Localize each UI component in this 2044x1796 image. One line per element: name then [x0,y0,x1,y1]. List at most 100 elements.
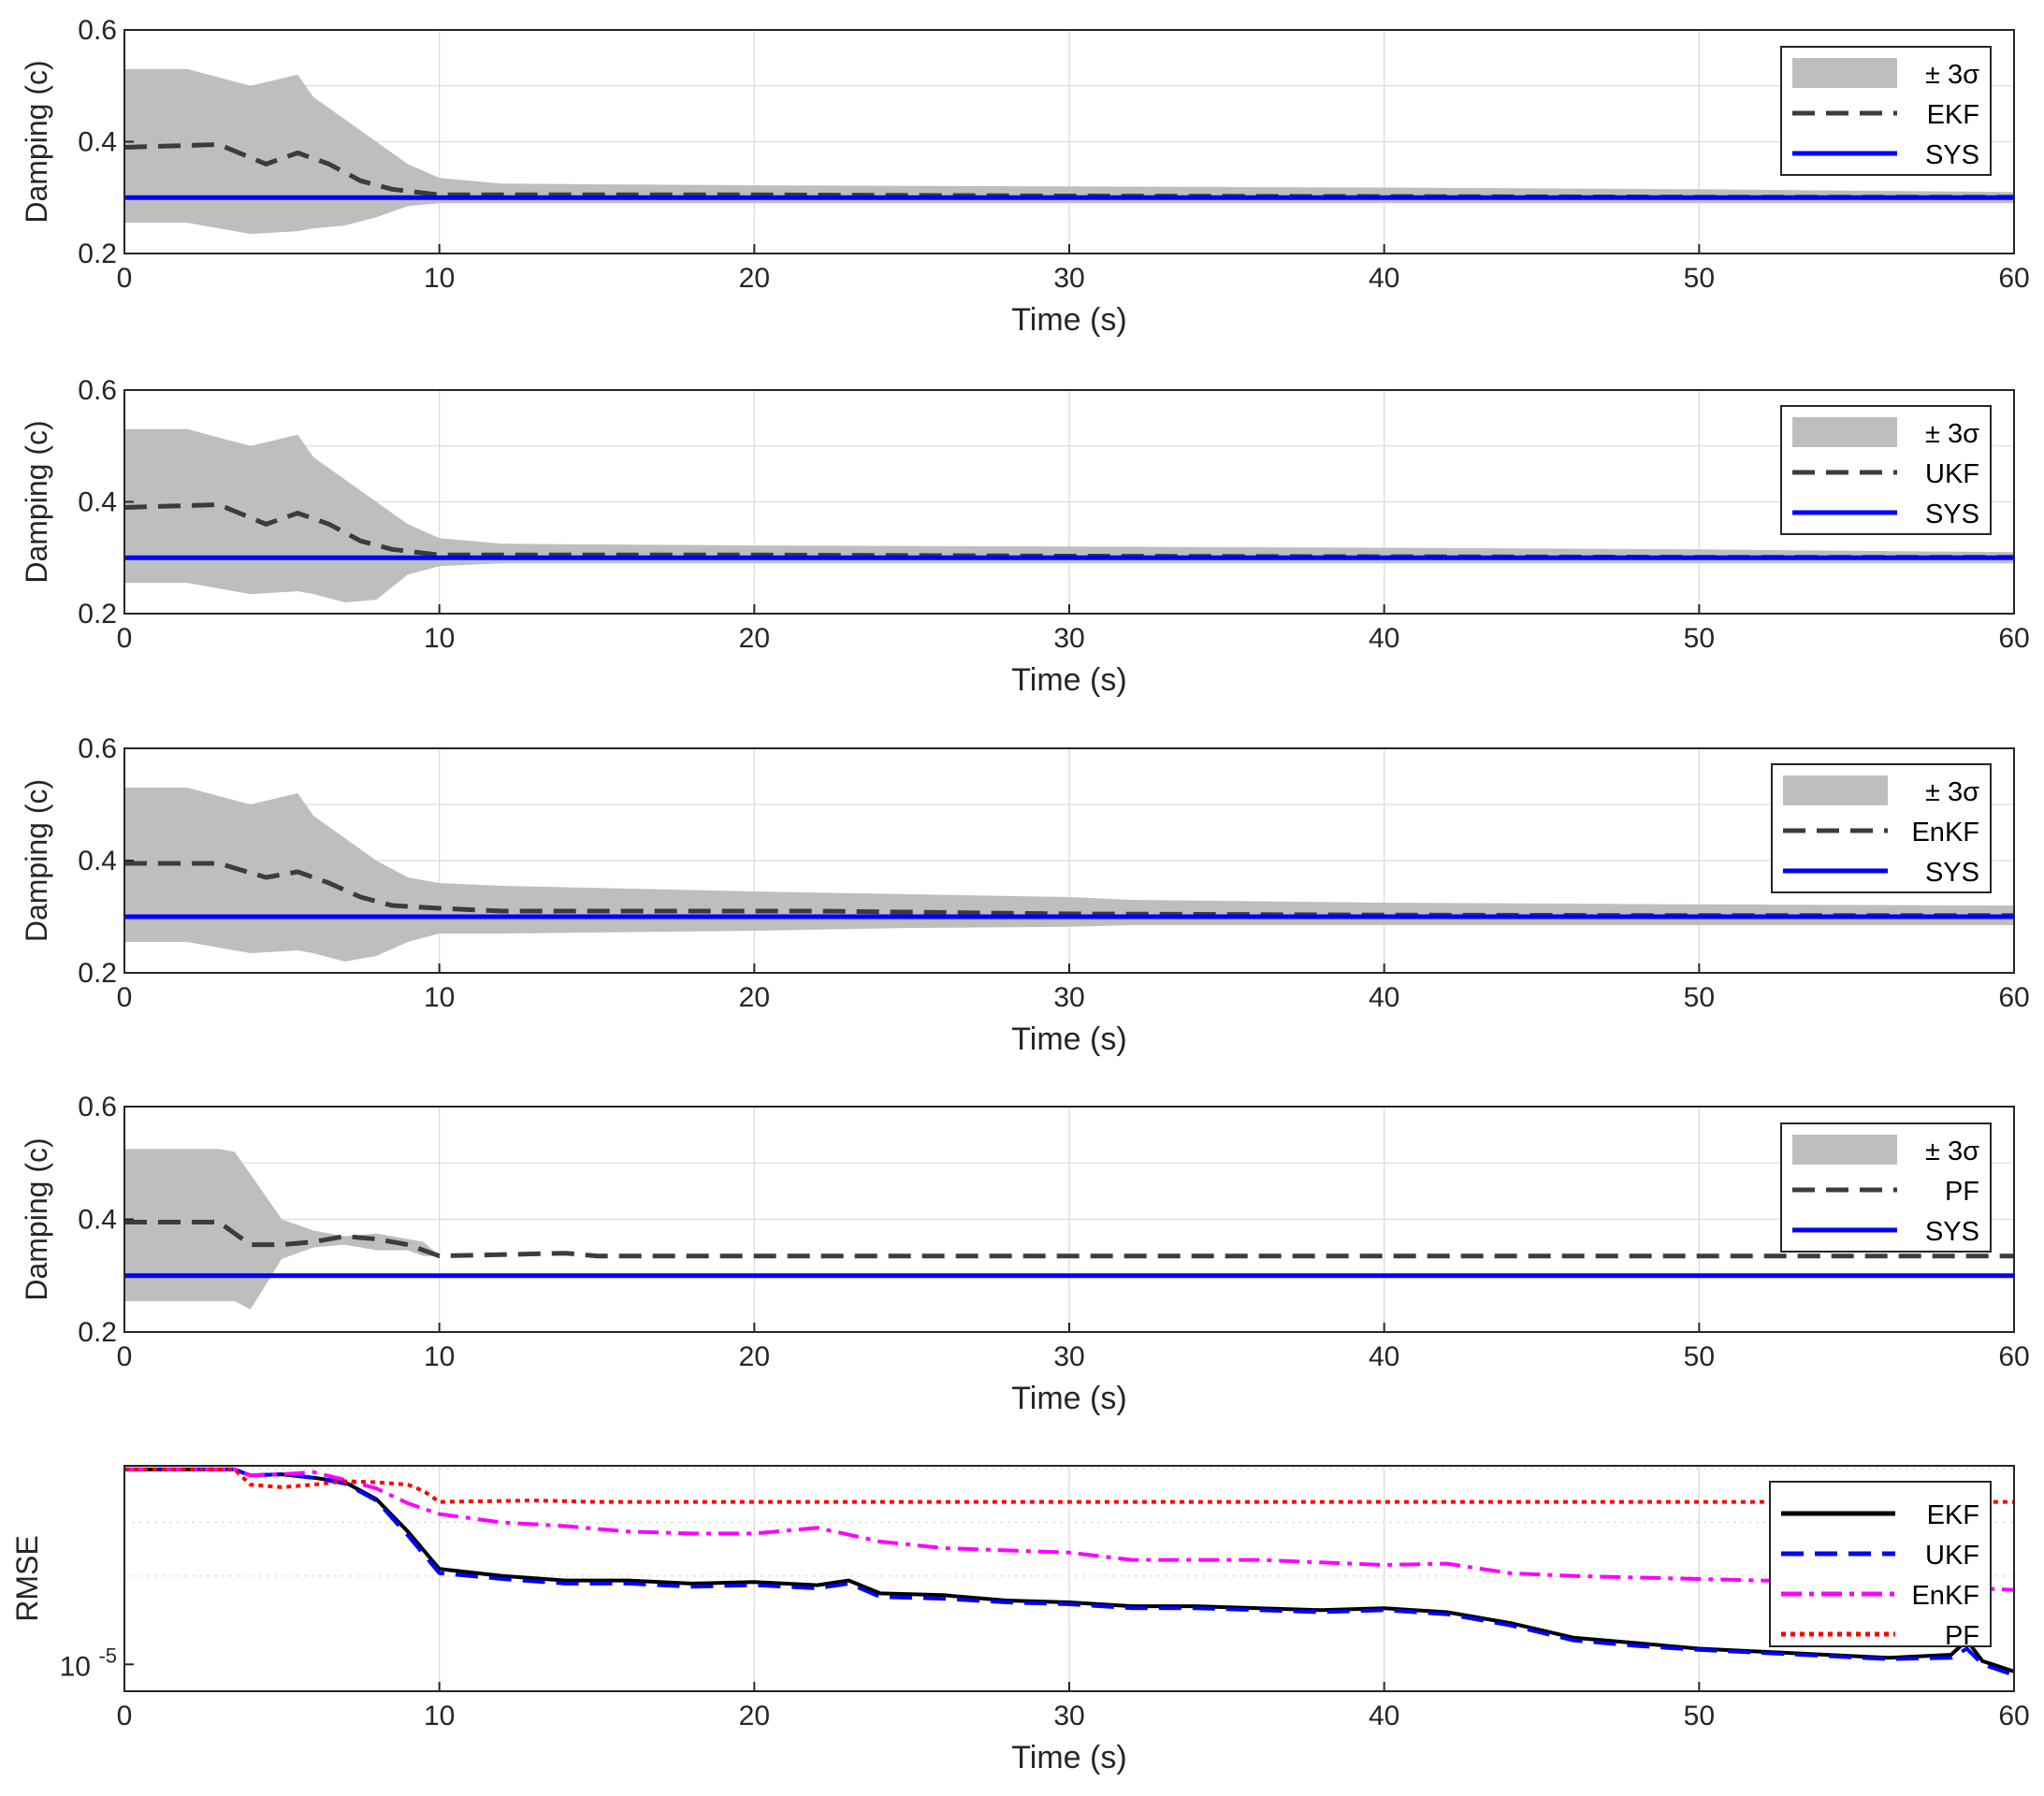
x-tick-label: 10 [424,982,455,1013]
panel-1: 0 10 20 30 40 50 60 Time (s) 0.2 0.4 0.6 Damping (c… [20,15,2030,338]
x-tick-label: 50 [1684,1701,1715,1731]
x-tick-label: 0 [117,263,133,294]
x-tick-label: 30 [1053,1701,1084,1731]
y-tick-label: 0.6 [78,1092,117,1122]
x-tick-label: 40 [1369,982,1399,1013]
legend-label: SYS [1925,1217,1979,1247]
plot-area [124,428,2014,602]
x-tick-label: 20 [739,1701,770,1731]
legend-swatch-band [1783,775,1888,805]
x-tick-label: 40 [1369,1341,1399,1372]
plot-area [124,788,2014,962]
y-tick-label: 0.4 [78,487,117,518]
legend-label: ± 3σ [1925,419,1979,449]
legend-label: UKF [1925,459,1979,489]
grid [124,390,2014,614]
y-tick-label: 0.4 [78,127,117,158]
grid [124,1107,2014,1332]
plot-area [124,68,2014,235]
x-tick-label: 50 [1684,623,1715,654]
legend-label: PF [1945,1177,1979,1207]
x-tick-label: 20 [739,263,770,294]
legend-label: ± 3σ [1925,777,1979,807]
y-tick-label: 0.2 [78,1317,117,1348]
x-tick-label: 0 [117,982,133,1013]
y-axis-label: Damping (c) [20,1137,53,1300]
y-tick-label: 0.6 [78,15,117,46]
x-tick-label: 60 [1998,982,2029,1013]
series-pf [124,1220,2014,1259]
x-tick-label: 0 [117,1341,133,1372]
panel-5: 0 10 20 30 40 50 60 Time (s) 10 -5 RMSE EKF UKF EnKF P… [10,1465,2030,1775]
legend: EKF UKF EnKF PF [1769,1481,1992,1651]
legend: ± 3σ EKF SYS [1780,46,1992,176]
x-tick-label: 0 [117,623,133,654]
legend-label: EnKF [1911,1581,1979,1611]
grid [124,30,2014,253]
legend-label: UKF [1925,1541,1979,1571]
x-tick-label: 10 [424,1701,455,1731]
legend-label: SYS [1925,858,1979,888]
x-tick-label: 20 [739,623,770,654]
series-enkf [124,861,2014,919]
x-tick-label: 10 [424,263,455,294]
series-pf [124,1467,2014,1504]
legend-swatch-band [1792,1135,1897,1165]
legend-label: PF [1945,1621,1979,1651]
y-tick-exponent: -5 [98,1644,117,1667]
x-axis-label: Time (s) [1011,1381,1126,1416]
y-axis-label: Damping (c) [20,60,53,223]
grid [124,1466,2014,1691]
x-tick-label: 60 [1998,1341,2029,1372]
y-axis-label: RMSE [10,1535,44,1621]
x-tick-label: 40 [1369,263,1399,294]
x-tick-label: 20 [739,1341,770,1372]
x-tick-label: 60 [1998,623,2029,654]
plot-area [124,1467,2014,1677]
sigma-band [124,1149,440,1310]
legend: ± 3σ UKF SYS [1780,405,1992,535]
legend-label: EKF [1927,1500,1979,1530]
x-tick-label: 50 [1684,1341,1715,1372]
x-tick-label: 60 [1998,1701,2029,1731]
series-ukf [124,1467,2014,1677]
legend-label: SYS [1925,500,1979,529]
legend-swatch-band [1792,58,1897,88]
x-axis-label: Time (s) [1011,1740,1126,1775]
x-axis-label: Time (s) [1011,302,1126,338]
y-tick-label: 0.4 [78,1205,117,1236]
series-enkf [124,1467,2014,1592]
legend: ± 3σ PF SYS [1780,1122,1992,1253]
y-tick-label: 10 [60,1651,91,1682]
legend-swatch-band [1792,417,1897,447]
x-tick-label: 30 [1053,623,1084,654]
y-tick-label: 0.2 [78,958,117,989]
x-axis-label: Time (s) [1011,1021,1126,1057]
y-tick-label: 0.6 [78,733,117,764]
x-tick-label: 50 [1684,982,1715,1013]
x-tick-label: 0 [117,1701,133,1731]
y-tick-label: 0.2 [78,239,117,269]
legend: ± 3σ EnKF SYS [1771,763,1992,893]
legend-label: EnKF [1911,818,1979,847]
panel-2: 0 10 20 30 40 50 60 Time (s) 0.2 0.4 0.6 Damping (c… [20,375,2030,698]
y-tick-label: 0.6 [78,375,117,406]
y-axis-label: Damping (c) [20,779,53,942]
legend-box [1769,1481,1992,1647]
plot-area [124,1149,2014,1310]
x-axis-label: Time (s) [1011,662,1126,698]
panel-3: 0 10 20 30 40 50 60 Time (s) 0.2 0.4 0.6 Damping (c… [20,733,2030,1057]
legend-label: ± 3σ [1925,1137,1979,1166]
x-tick-label: 10 [424,1341,455,1372]
legend-label: EKF [1927,100,1979,130]
x-tick-label: 40 [1369,623,1399,654]
x-tick-label: 40 [1369,1701,1399,1731]
legend-label: SYS [1925,140,1979,170]
x-tick-label: 30 [1053,263,1084,294]
y-axis-label: Damping (c) [20,420,53,583]
x-tick-label: 10 [424,623,455,654]
x-tick-label: 30 [1053,982,1084,1013]
y-tick-label: 0.4 [78,846,117,876]
y-tick-label: 0.2 [78,599,117,630]
